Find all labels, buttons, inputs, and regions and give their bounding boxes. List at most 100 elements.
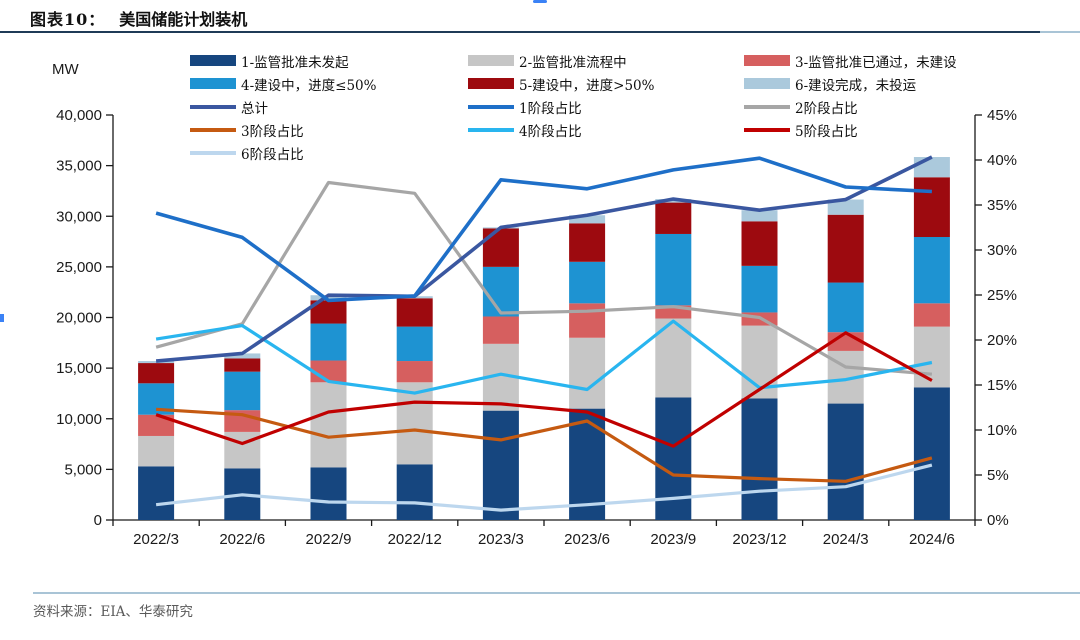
selection-artifact-dash: [533, 0, 547, 3]
axis-tick-label: 45%: [987, 107, 1017, 124]
legend-label: 2阶段占比: [795, 100, 858, 117]
axis-tick-label: 15,000: [56, 360, 102, 377]
stacked-bar-segment: [741, 265, 778, 313]
stacked-bar-segment: [396, 298, 433, 327]
axis-tick-label: 2022/12: [388, 531, 442, 548]
chart-line: [155, 331, 933, 448]
stacked-bar-segment: [913, 237, 950, 304]
axis-tick-label: 30%: [987, 242, 1017, 259]
legend-label: 6-建设完成，未投运: [795, 77, 917, 94]
stacked-bar-segment: [482, 228, 519, 267]
stacked-bar-segment: [741, 221, 778, 266]
stacked-bar-segment: [913, 326, 950, 388]
stacked-bar-segment: [310, 295, 347, 301]
axis-tick-label: 2022/3: [133, 531, 179, 548]
stacked-bar-segment: [913, 303, 950, 327]
axis-tick-label: 40%: [987, 152, 1017, 169]
legend-line-swatch: [744, 127, 790, 132]
legend-bar-swatch: [744, 55, 790, 66]
selection-artifact-dot: [0, 314, 4, 322]
stacked-bar-segment: [224, 371, 261, 411]
stacked-bar-segment: [827, 282, 864, 333]
chart-line: [155, 180, 933, 376]
stacked-bar-segment: [138, 414, 175, 436]
lines-layer: [155, 155, 933, 512]
stacked-bar-segment: [913, 177, 950, 238]
stacked-bar-segment: [396, 361, 433, 383]
legend-item: 5阶段占比: [744, 119, 858, 140]
axis-tick-label: 30,000: [56, 208, 102, 225]
legend-label: 6阶段占比: [241, 146, 304, 163]
stacked-bar-segment: [310, 467, 347, 520]
axis-tick-label: 40,000: [56, 107, 102, 124]
axis-tick-label: 2023/3: [478, 531, 524, 548]
stacked-bar-segment: [224, 353, 261, 359]
legend-label: 总计: [241, 100, 268, 117]
axis-tick-label: 2023/9: [650, 531, 696, 548]
legend-item: 6阶段占比: [190, 142, 304, 163]
stacked-bar-segment: [138, 435, 175, 467]
legend-label: 4-建设中，进度≤50%: [241, 77, 377, 94]
legend-bar-swatch: [190, 78, 236, 89]
source-note: 资料来源：EIA、华泰研究: [33, 604, 193, 620]
legend-line-swatch: [468, 127, 514, 132]
stacked-bar-segment: [482, 266, 519, 317]
footer-divider: [33, 592, 1080, 594]
stacked-bar-segment: [913, 387, 950, 520]
legend-item: 3阶段占比: [190, 119, 304, 140]
stacked-bar-segment: [827, 214, 864, 283]
stacked-bar-segment: [310, 382, 347, 468]
axis-tick-label: 2022/6: [219, 531, 265, 548]
stacked-bar-segment: [741, 398, 778, 520]
chart-line: [155, 319, 933, 395]
stacked-bar-segment: [569, 337, 606, 409]
legend-bar-swatch: [190, 55, 236, 66]
stacked-bar-segment: [224, 358, 261, 372]
axis-tick-label: 20,000: [56, 310, 102, 327]
legend-label: 1-监管批准未发起: [241, 54, 349, 71]
stacked-bar-segment: [138, 466, 175, 520]
legend-item: 2阶段占比: [744, 96, 858, 117]
axis-tick-label: 10%: [987, 422, 1017, 439]
legend-bar-swatch: [468, 78, 514, 89]
axis-tick-label: 0: [94, 512, 102, 529]
axis-tick-label: 35%: [987, 197, 1017, 214]
legend-item: 4-建设中，进度≤50%: [190, 73, 376, 94]
axis-tick-label: 2023/6: [564, 531, 610, 548]
legend-bar-swatch: [468, 55, 514, 66]
axis-tick-label: 15%: [987, 377, 1017, 394]
legend-bar-swatch: [744, 78, 790, 89]
legend-line-swatch: [744, 104, 790, 109]
legend-line-swatch: [190, 104, 236, 109]
legend-line-swatch: [190, 150, 236, 155]
chart-line: [155, 156, 932, 303]
title-divider: [0, 31, 1040, 33]
figure-number: 图表10：: [30, 10, 106, 29]
stacked-bar-segment: [396, 382, 433, 465]
stacked-bar-segment: [569, 261, 606, 304]
axis-tick-label: 35,000: [56, 158, 102, 175]
stacked-bar-segment: [482, 410, 519, 520]
title-divider-tail: [1040, 31, 1080, 33]
stacked-bar-segment: [396, 464, 433, 520]
legend-item: 2-监管批准流程中: [468, 50, 627, 71]
stacked-bar-segment: [482, 316, 519, 344]
legend-item: 3-监管批准已通过，未建设: [744, 50, 957, 71]
legend-label: 5阶段占比: [795, 123, 858, 140]
legend-label: 1阶段占比: [519, 100, 582, 117]
stacked-bar-segment: [655, 397, 692, 520]
stacked-bar-segment: [827, 403, 864, 520]
legend-item: 1阶段占比: [468, 96, 582, 117]
stacked-bar-segment: [138, 361, 175, 364]
legend-line-swatch: [190, 127, 236, 132]
stacked-bar-segment: [741, 210, 778, 222]
axis-tick-label: 25%: [987, 287, 1017, 304]
chart-line: [155, 155, 933, 363]
figure-name: 美国储能计划装机: [119, 10, 248, 29]
legend-item: 总计: [190, 96, 268, 117]
axis-tick-label: 2023/12: [732, 531, 786, 548]
axis-tick-label: 2022/9: [306, 531, 352, 548]
left-axis-unit-label: MW: [52, 61, 79, 78]
axis-tick-label: 5%: [987, 467, 1009, 484]
legend-line-swatch: [468, 104, 514, 109]
